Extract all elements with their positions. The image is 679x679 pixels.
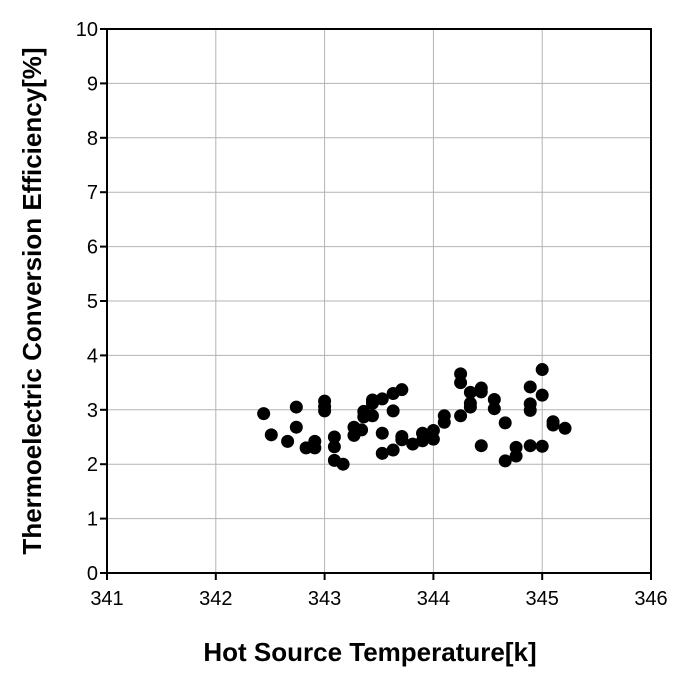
data-point <box>454 409 468 423</box>
data-point <box>386 404 400 418</box>
data-points <box>257 363 572 471</box>
y-tick-label: 3 <box>87 400 98 422</box>
data-point <box>416 434 430 448</box>
data-point <box>463 400 477 414</box>
data-point <box>474 385 488 399</box>
y-tick-label: 2 <box>87 454 98 476</box>
y-tick-label: 6 <box>87 237 98 259</box>
data-point <box>365 409 379 423</box>
data-point <box>558 421 572 435</box>
data-point <box>426 432 440 446</box>
x-axis-title: Hot Source Temperature[k] <box>203 637 536 667</box>
data-point <box>498 416 512 430</box>
data-point <box>327 440 341 454</box>
y-tick-label: 8 <box>87 128 98 150</box>
data-point <box>264 428 278 442</box>
x-tick-label: 344 <box>417 588 450 610</box>
x-tick-label: 345 <box>526 588 559 610</box>
y-tick-label: 0 <box>87 563 98 585</box>
data-point <box>487 392 501 406</box>
data-point <box>406 437 420 451</box>
data-point <box>463 385 477 399</box>
data-point <box>386 443 400 457</box>
data-point <box>336 457 350 471</box>
data-point <box>365 396 379 410</box>
data-point <box>395 383 409 397</box>
data-point <box>523 439 537 453</box>
data-point <box>487 402 501 416</box>
y-tick-label: 5 <box>87 291 98 313</box>
x-tick-label: 343 <box>308 588 341 610</box>
y-axis-title: Thermoelectric Conversion Efficiency[%] <box>17 47 47 554</box>
data-point <box>327 430 341 444</box>
y-tick-label: 10 <box>76 19 98 41</box>
data-point <box>474 439 488 453</box>
data-point <box>375 392 389 406</box>
y-tick-label: 7 <box>87 182 98 204</box>
data-point <box>375 426 389 440</box>
y-tick-label: 9 <box>87 73 98 95</box>
data-point <box>523 380 537 394</box>
data-point <box>289 420 303 434</box>
y-tick-labels: 0 1 2 3 4 5 6 7 8 9 10 <box>76 19 107 585</box>
data-point <box>281 434 295 448</box>
data-point <box>289 400 303 414</box>
data-point <box>395 433 409 447</box>
x-tick-label: 346 <box>634 588 667 610</box>
data-point <box>535 363 549 377</box>
y-tick-label: 1 <box>87 509 98 531</box>
data-point <box>546 418 560 432</box>
y-tick-label: 4 <box>87 345 98 367</box>
data-point <box>454 376 468 390</box>
data-point <box>437 415 451 429</box>
data-point <box>375 446 389 460</box>
data-point <box>318 404 332 418</box>
x-tick-label: 342 <box>199 588 232 610</box>
data-point <box>308 441 322 455</box>
grid-lines <box>106 28 652 574</box>
data-point <box>535 439 549 453</box>
x-tick-labels: 341 342 343 344 345 346 <box>90 573 668 610</box>
data-point <box>498 454 512 468</box>
x-tick-label: 341 <box>90 588 123 610</box>
data-point <box>523 403 537 417</box>
data-point <box>257 407 271 421</box>
data-point <box>535 388 549 402</box>
data-point <box>509 449 523 463</box>
data-point <box>355 423 369 437</box>
